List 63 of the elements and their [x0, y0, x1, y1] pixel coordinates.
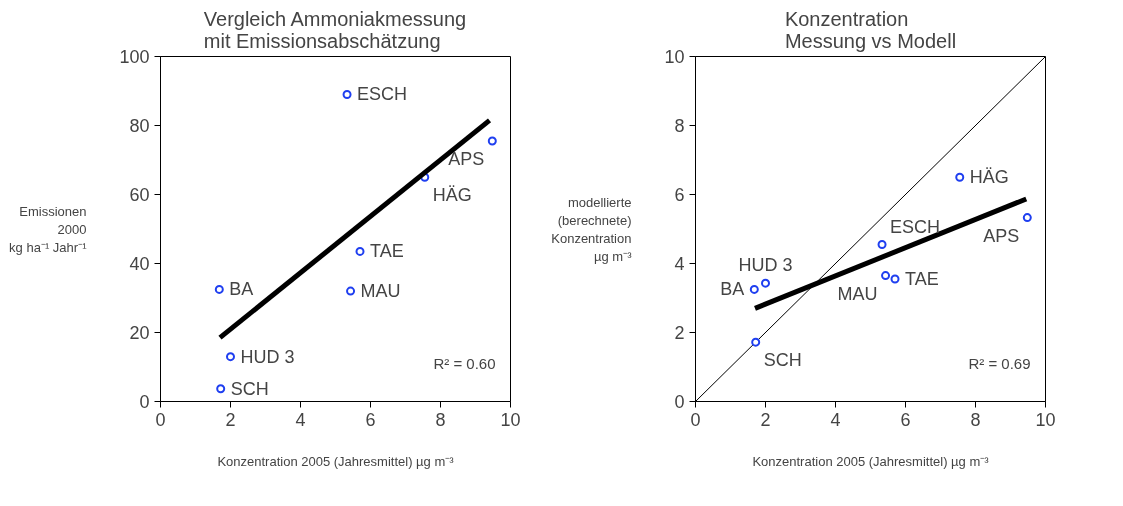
- y-tick-label: 0: [674, 392, 685, 412]
- point: [487, 136, 497, 146]
- point: [761, 278, 770, 288]
- annotation: R² = 0.69: [968, 354, 1031, 372]
- x-tick-label: 10: [500, 409, 521, 430]
- annotation: MAU: [837, 283, 878, 304]
- point: [342, 89, 352, 99]
- point: [355, 246, 365, 256]
- point: [890, 274, 900, 284]
- y-tick-label: 6: [674, 185, 685, 205]
- annotation: MAU: [360, 281, 401, 302]
- y-tick-label: 0: [139, 392, 150, 412]
- y-axis-title: Emissionen 2000 kg ha⁻¹ Jahr⁻¹: [9, 203, 88, 255]
- y-tick-label: 80: [129, 116, 150, 136]
- point: [1022, 213, 1032, 223]
- point: [881, 271, 891, 281]
- x-axis-title: Konzentration 2005 (Jahresmittel) µg m⁻³: [752, 453, 990, 469]
- point: [346, 286, 356, 296]
- x-tick-label: 2: [225, 409, 236, 430]
- y-tick-label: 4: [674, 254, 685, 274]
- point: [877, 240, 887, 250]
- point: [226, 352, 235, 362]
- y-tick-label: 10: [664, 47, 685, 67]
- point: [749, 284, 759, 294]
- annotation: SCH: [763, 350, 802, 371]
- y-tick-label: 100: [119, 47, 150, 67]
- y-tick-label: 60: [129, 185, 150, 205]
- y-tick-label: 40: [129, 254, 150, 274]
- annotation: ESCH: [890, 216, 941, 237]
- x-tick-label: 0: [690, 409, 701, 430]
- x-tick-label: 10: [1035, 409, 1056, 430]
- x-tick-label: 4: [295, 409, 306, 430]
- annotation: SCH: [230, 378, 269, 399]
- y-tick-label: 8: [674, 116, 685, 136]
- annotation: TAE: [370, 241, 404, 262]
- point: [216, 384, 226, 394]
- x-axis-title: Konzentration 2005 (Jahresmittel) µg m⁻³: [217, 453, 455, 469]
- annotation: HÄG: [432, 185, 472, 206]
- annotation: TAE: [905, 269, 939, 290]
- chart-title: Konzentration Messung vs Modell: [784, 7, 957, 52]
- x-tick-label: 8: [435, 409, 446, 430]
- point: [751, 337, 761, 347]
- annotation: BA: [229, 279, 254, 300]
- point: [955, 172, 965, 182]
- point: [214, 284, 224, 294]
- x-tick-label: 2: [760, 409, 771, 430]
- y-tick-label: 2: [674, 323, 685, 343]
- annotation: HUD 3: [738, 255, 793, 276]
- x-tick-label: 4: [830, 409, 841, 430]
- annotation: HÄG: [969, 167, 1009, 188]
- annotation: HUD 3: [240, 346, 295, 367]
- annotation: R² = 0.60: [433, 354, 496, 372]
- annotation: BA: [720, 279, 745, 300]
- chart-title: Vergleich Ammoniakmessung mit Emissionsabschätzung: [203, 7, 467, 52]
- x-tick-label: 8: [970, 409, 981, 430]
- annotation: APS: [983, 225, 1020, 246]
- y-axis-title: modellierte (berechnete) Konzentration µg m⁻³: [551, 194, 633, 264]
- x-tick-label: 0: [155, 409, 166, 430]
- annotation: APS: [448, 149, 485, 170]
- y-tick-label: 20: [129, 323, 150, 343]
- x-tick-label: 6: [900, 409, 911, 430]
- annotation: ESCH: [357, 84, 408, 105]
- x-tick-label: 6: [365, 409, 376, 430]
